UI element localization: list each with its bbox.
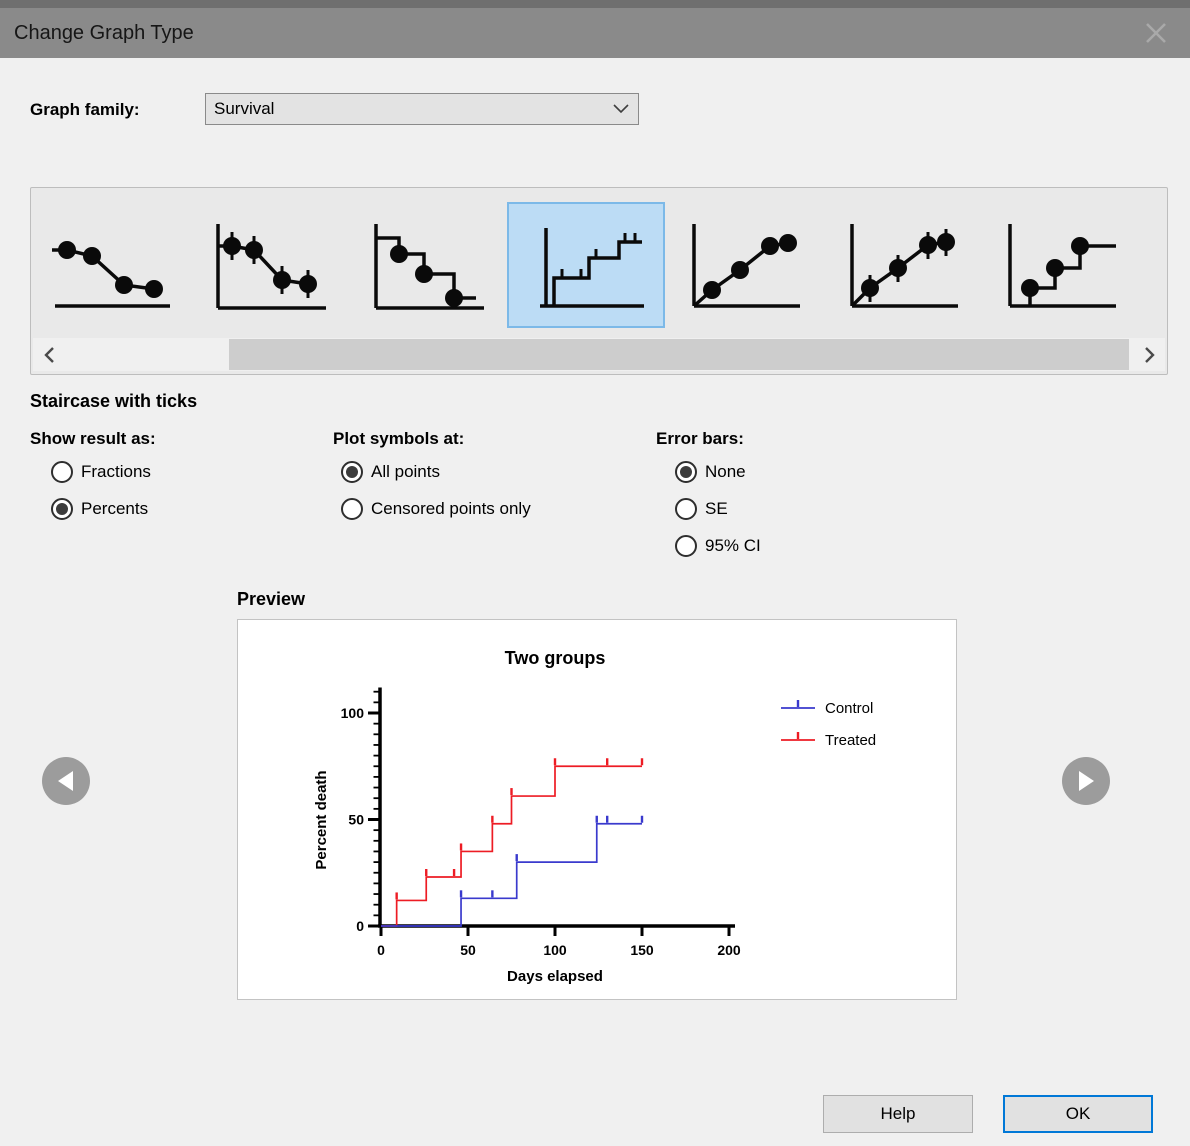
ok-button-label: OK	[1065, 1104, 1091, 1123]
radio-icon	[675, 498, 697, 520]
thumbnail-survival-curve-down-error-bars[interactable]	[191, 202, 349, 328]
thumbnail-staircase-down-symbols[interactable]	[349, 202, 507, 328]
radio-se[interactable]: SE	[675, 498, 728, 520]
preview-panel: Two groups 0 50 100 Percent death 0 50 100 150 20…	[237, 619, 957, 1000]
radio-percents-label: Percents	[81, 499, 149, 518]
scroll-right-button[interactable]	[1133, 338, 1165, 371]
radio-icon	[675, 535, 697, 557]
svg-text:Treated: Treated	[825, 732, 876, 749]
dialog-title: Change Graph Type	[14, 21, 194, 44]
previous-graph-button[interactable]	[42, 757, 90, 805]
chevron-left-icon	[43, 346, 54, 363]
radio-95-ci[interactable]: 95% CI	[675, 535, 761, 557]
selected-graph-type-label: Staircase with ticks	[30, 391, 198, 411]
staircase-down-symbols-icon	[373, 223, 484, 310]
arrow-right-icon	[1079, 771, 1094, 791]
radio-icon	[675, 461, 697, 483]
radio-95-ci-label: 95% CI	[705, 536, 761, 555]
svg-text:0: 0	[356, 918, 364, 934]
thumbnail-survival-curve-up-error-bars[interactable]	[823, 202, 981, 328]
chevron-right-icon	[1144, 346, 1155, 363]
help-button-label: Help	[880, 1104, 916, 1123]
chevron-down-icon	[604, 104, 638, 114]
arrow-left-icon	[58, 771, 73, 791]
radio-icon	[51, 461, 73, 483]
show-result-as-label: Show result as:	[30, 429, 156, 448]
close-icon	[1146, 23, 1166, 43]
curve-up-symbols-error-bars-icon	[849, 223, 958, 308]
preview-chart-svg: Two groups 0 50 100 Percent death 0 50 100 150 20…	[313, 648, 876, 985]
next-graph-button[interactable]	[1062, 757, 1110, 805]
svg-text:150: 150	[630, 942, 654, 958]
radio-icon	[341, 498, 363, 520]
scroll-left-button[interactable]	[33, 338, 65, 371]
graph-family-label: Graph family:	[30, 100, 140, 119]
svg-text:50: 50	[460, 942, 476, 958]
svg-text:Days elapsed: Days elapsed	[507, 968, 603, 985]
plot-symbols-at-label: Plot symbols at:	[333, 429, 465, 448]
graph-type-gallery	[30, 187, 1168, 375]
gallery-thumbnails	[33, 202, 1139, 328]
radio-censored-points-only-label: Censored points only	[371, 499, 531, 518]
graph-family-dropdown[interactable]: Survival	[205, 93, 639, 125]
scrollbar-thumb[interactable]	[229, 339, 1129, 370]
radio-icon	[341, 461, 363, 483]
radio-none-label: None	[705, 462, 746, 481]
radio-percents[interactable]: Percents	[51, 498, 148, 520]
staircase-up-symbols-icon	[1007, 223, 1116, 308]
thumbnail-survival-curve-up-symbols[interactable]	[665, 202, 823, 328]
radio-all-points-label: All points	[371, 462, 440, 481]
titlebar: Change Graph Type	[0, 8, 1190, 58]
svg-text:100: 100	[543, 942, 567, 958]
radio-fractions-label: Fractions	[81, 462, 151, 481]
svg-text:50: 50	[348, 812, 364, 828]
curve-down-symbols-icon	[51, 240, 170, 308]
help-button[interactable]: Help	[823, 1095, 973, 1133]
radio-none[interactable]: None	[675, 461, 746, 483]
graph-family-value: Survival	[214, 99, 275, 118]
ok-button[interactable]: OK	[1003, 1095, 1153, 1133]
thumbnail-survival-curve-down-symbols[interactable]	[33, 202, 191, 328]
staircase-up-ticks-icon	[539, 227, 644, 308]
close-button[interactable]	[1132, 8, 1180, 58]
svg-text:0: 0	[377, 942, 385, 958]
thumbnail-staircase-up-symbols[interactable]	[981, 202, 1139, 328]
error-bars-label: Error bars:	[656, 429, 744, 448]
radio-fractions[interactable]: Fractions	[51, 461, 151, 483]
curve-up-symbols-icon	[691, 223, 800, 308]
svg-text:200: 200	[717, 942, 741, 958]
thumbnail-staircase-up-ticks[interactable]	[507, 202, 665, 328]
window-top-edge	[0, 0, 1190, 8]
svg-text:100: 100	[341, 705, 365, 721]
radio-icon	[51, 498, 73, 520]
radio-all-points[interactable]: All points	[341, 461, 440, 483]
svg-text:Control: Control	[825, 700, 873, 717]
radio-se-label: SE	[705, 499, 728, 518]
curve-down-symbols-error-bars-icon	[215, 223, 326, 310]
preview-label: Preview	[237, 589, 306, 609]
svg-text:Two groups: Two groups	[505, 648, 606, 668]
gallery-scrollbar[interactable]	[33, 338, 1165, 371]
radio-censored-points-only[interactable]: Censored points only	[341, 498, 531, 520]
svg-text:Percent death: Percent death	[313, 770, 330, 869]
